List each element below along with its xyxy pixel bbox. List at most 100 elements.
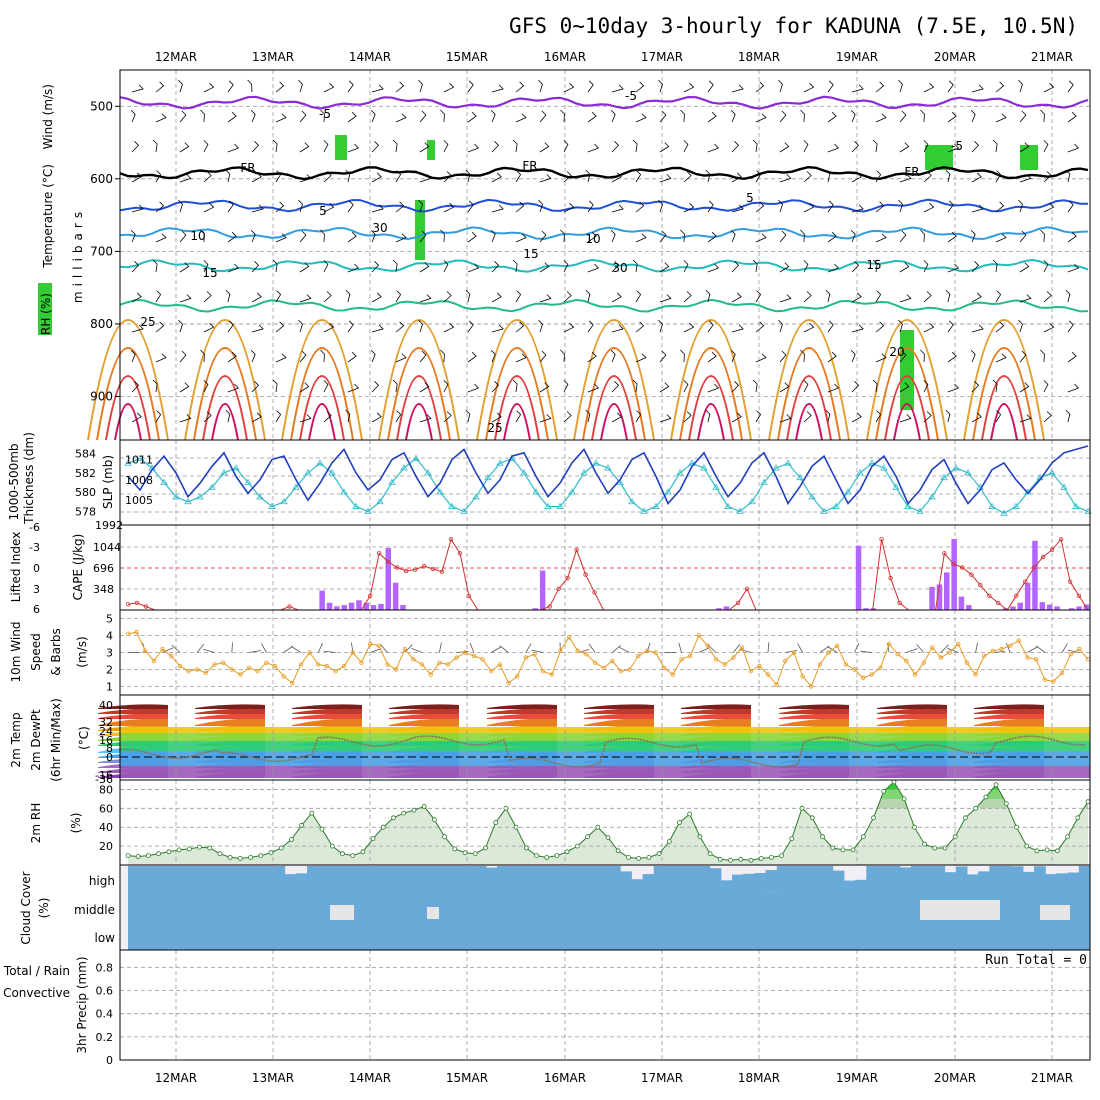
wind-barb bbox=[515, 113, 527, 123]
convective-label: Convective bbox=[3, 986, 70, 1000]
wind-barb bbox=[320, 229, 325, 243]
wind-barb bbox=[755, 233, 767, 243]
wind-barb bbox=[803, 82, 815, 93]
wind-barb-10m bbox=[975, 642, 978, 653]
rh-point bbox=[922, 841, 927, 847]
cape-bar bbox=[385, 548, 391, 610]
wind-barb bbox=[467, 263, 480, 273]
isotherm-line bbox=[119, 165, 1089, 181]
isotherm-label: FR bbox=[904, 165, 919, 179]
isotherm-label: 25 bbox=[140, 315, 155, 329]
wind-barb bbox=[491, 324, 504, 333]
wind-barb bbox=[755, 201, 765, 213]
wind-barb bbox=[1067, 231, 1077, 243]
thickness-point bbox=[664, 488, 672, 495]
cloud-high-bar bbox=[251, 866, 263, 893]
wind-barb bbox=[825, 169, 831, 183]
cape-bar bbox=[716, 608, 722, 610]
wind-speed-point bbox=[298, 662, 304, 667]
cloud-high-bar bbox=[519, 866, 532, 893]
wind-barb bbox=[395, 113, 407, 123]
wind-speed-point bbox=[255, 669, 260, 674]
wind-barb bbox=[275, 290, 282, 303]
wind-speed-point bbox=[1025, 655, 1030, 660]
date-label-top: 16MAR bbox=[544, 50, 586, 64]
surface-isotherm-arc bbox=[193, 347, 257, 441]
wind-barb bbox=[347, 200, 354, 213]
wind-barb bbox=[947, 200, 954, 213]
wind-barb bbox=[443, 82, 455, 93]
temp-band bbox=[681, 713, 751, 719]
wind-barb bbox=[491, 172, 502, 183]
wind-barb-10m bbox=[588, 643, 596, 653]
wind-barb bbox=[419, 110, 427, 123]
cloud-high-bar bbox=[553, 866, 565, 893]
rh-point bbox=[442, 834, 448, 840]
surface-isotherm-arc bbox=[981, 375, 1027, 441]
wind-barb bbox=[923, 411, 932, 423]
wind-barb bbox=[227, 231, 237, 243]
cape-label: CAPE (J/kg) bbox=[71, 534, 85, 601]
cape-tick: 696 bbox=[93, 562, 114, 575]
date-label-top: 21MAR bbox=[1031, 50, 1073, 64]
rh-point bbox=[319, 826, 325, 832]
wind-barb bbox=[152, 379, 158, 393]
wind-barb bbox=[755, 353, 767, 363]
cloud-high-bar bbox=[284, 874, 297, 893]
slp-tick-extra: 1992 bbox=[95, 519, 123, 532]
rh-point bbox=[1024, 843, 1030, 849]
wind-barb bbox=[512, 379, 518, 393]
cloud-high-bar bbox=[855, 879, 867, 893]
cloud-mid-gap bbox=[427, 907, 439, 919]
li-point bbox=[368, 593, 373, 598]
wind-barb bbox=[395, 233, 407, 243]
wind-barb bbox=[347, 80, 354, 93]
wind-barb bbox=[465, 289, 471, 303]
date-label-top: 13MAR bbox=[252, 50, 294, 64]
wind-barb bbox=[803, 322, 815, 333]
temp-fill-band bbox=[120, 766, 1090, 778]
wind-barb bbox=[899, 262, 910, 273]
li-point bbox=[1067, 579, 1073, 584]
rh-point bbox=[789, 836, 795, 841]
date-label-bottom: 17MAR bbox=[641, 1071, 683, 1085]
wind-barb bbox=[298, 319, 303, 333]
wind-barb bbox=[465, 169, 471, 183]
wind-barb bbox=[731, 292, 742, 303]
rh-point bbox=[799, 805, 805, 811]
wind-barb bbox=[467, 383, 480, 393]
wind-barb bbox=[320, 349, 325, 363]
wind-barb bbox=[272, 139, 278, 153]
cloud-high-bar bbox=[732, 874, 744, 893]
wind-barb bbox=[491, 141, 500, 153]
wind-barb bbox=[1065, 409, 1071, 423]
temp-band bbox=[681, 708, 751, 714]
thickness-point bbox=[640, 507, 648, 514]
wind-speed-point bbox=[376, 643, 381, 648]
wind-barb bbox=[585, 289, 591, 303]
wind-barb bbox=[203, 82, 215, 93]
wind-barb bbox=[611, 412, 622, 423]
surface-isotherm-arc bbox=[972, 347, 1036, 441]
wind-barb bbox=[275, 410, 282, 423]
wind-speed-point bbox=[999, 646, 1004, 652]
isotherm-line bbox=[119, 198, 1089, 213]
wind-barbs-label: & Barbs bbox=[49, 628, 63, 676]
wind-speed-point bbox=[281, 674, 286, 679]
cloud-high-bar bbox=[441, 866, 453, 893]
temp-fill-band bbox=[120, 751, 1090, 766]
wind-label: Wind (m/s) bbox=[41, 84, 55, 149]
cape-tick: 1044 bbox=[93, 541, 121, 554]
cape-bar bbox=[863, 608, 869, 610]
wind-barb bbox=[320, 109, 325, 123]
rh-point bbox=[952, 834, 958, 840]
surface-isotherm-arc bbox=[387, 347, 451, 441]
cloud-mid-gap bbox=[1040, 905, 1070, 920]
wind-barb bbox=[803, 291, 812, 303]
cloud-high-bar bbox=[541, 866, 554, 893]
rh-point bbox=[717, 856, 723, 862]
thickness-point bbox=[772, 464, 780, 471]
date-label-bottom: 19MAR bbox=[836, 1071, 878, 1085]
wind-barb bbox=[683, 171, 692, 183]
wind-barb bbox=[825, 289, 831, 303]
